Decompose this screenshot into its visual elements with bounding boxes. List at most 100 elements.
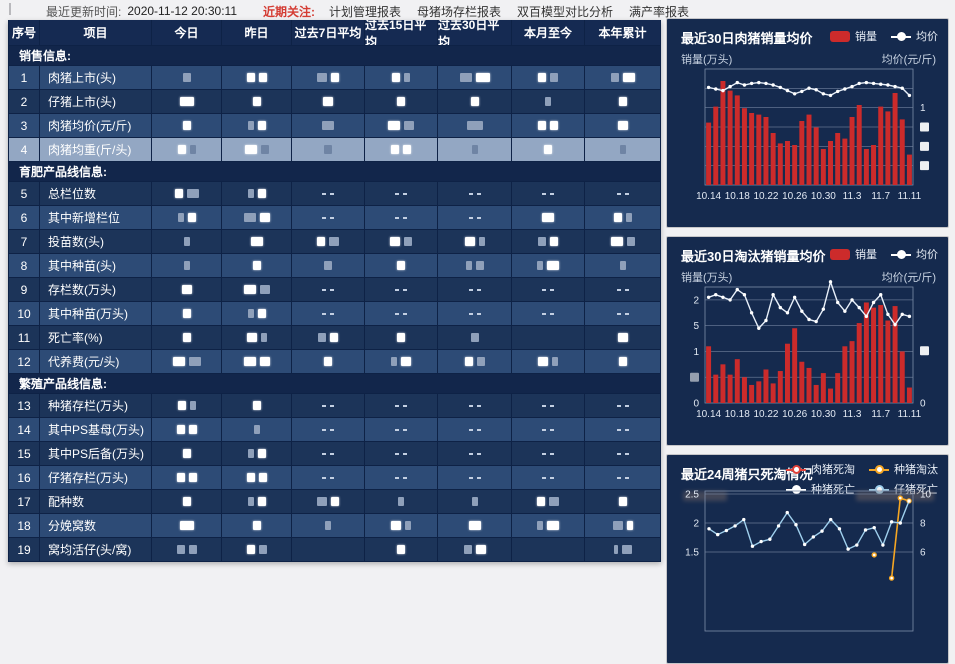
data-cell xyxy=(585,302,661,326)
data-cell xyxy=(222,418,292,442)
legend-item-avg-price[interactable]: 均价 xyxy=(891,246,938,262)
report-link-2[interactable]: 母猪场存栏报表 xyxy=(417,4,502,19)
redacted-value xyxy=(189,401,196,410)
data-cell xyxy=(512,326,585,350)
table-row-9[interactable]: 9 存栏数(万头) xyxy=(8,278,661,302)
table-row-2[interactable]: 2 仔猪上市(头) xyxy=(8,90,661,114)
table-row-7[interactable]: 7 投苗数(头) xyxy=(8,230,661,254)
legend-item-avg-price[interactable]: 均价 xyxy=(891,28,938,44)
table-row-3[interactable]: 3 肉猪均价(元/斤) xyxy=(8,114,661,138)
svg-text:10.26: 10.26 xyxy=(782,191,807,202)
legend-line-dot-icon xyxy=(891,31,911,42)
table-row-16[interactable]: 16 仔猪存栏(万头) xyxy=(8,466,661,490)
chart-legend: 销量 均价 xyxy=(830,246,938,262)
report-link-3[interactable]: 双百模型对比分析 xyxy=(517,4,614,19)
data-cell xyxy=(438,466,512,490)
redacted-value xyxy=(475,261,484,270)
legend-item-2[interactable]: 种猪死亡 xyxy=(786,481,855,497)
data-cell xyxy=(512,182,585,206)
table-row-12[interactable]: 12 代养费(元/头) xyxy=(8,350,661,374)
redacted-value xyxy=(182,333,191,342)
redacted-dash xyxy=(542,312,546,315)
redacted-dash xyxy=(322,312,326,315)
column-header-9: 本年累计 xyxy=(585,20,661,46)
redacted-dash xyxy=(550,476,554,479)
row-item-label: 其中种苗(头) xyxy=(40,254,152,278)
data-cell xyxy=(438,182,512,206)
redacted-dash xyxy=(616,428,621,431)
table-row-5[interactable]: 5 总栏位数 xyxy=(8,182,661,206)
data-cell xyxy=(438,66,512,90)
redacted-value xyxy=(391,357,397,366)
svg-text:1: 1 xyxy=(693,347,699,358)
table-row-18[interactable]: 18 分娩窝数 xyxy=(8,514,661,538)
redacted-value xyxy=(188,357,201,366)
redacted-dash xyxy=(550,192,554,195)
redacted-value xyxy=(466,121,483,130)
redacted-value xyxy=(612,521,623,530)
data-cell xyxy=(292,114,365,138)
report-link-1[interactable]: 计划管理报表 xyxy=(329,4,402,19)
section-header-3: 繁殖产品线信息: xyxy=(8,374,661,394)
redacted-dash xyxy=(330,476,334,479)
table-row-4[interactable]: 4 肉猪均重(斤/头) xyxy=(8,138,661,162)
redacted-value xyxy=(471,497,478,506)
report-link-4[interactable]: 满产率报表 xyxy=(629,4,690,19)
data-cell xyxy=(365,230,438,254)
redacted-value xyxy=(542,213,554,222)
table-row-10[interactable]: 10 其中种苗(万头) xyxy=(8,302,661,326)
redacted-value xyxy=(258,473,267,482)
data-cell xyxy=(512,466,585,490)
legend-item-1[interactable]: 肉猪死淘 xyxy=(786,461,855,477)
redacted-value xyxy=(188,425,197,434)
table-row-6[interactable]: 6 其中新增栏位 xyxy=(8,206,661,230)
table-row-17[interactable]: 17 配种数 xyxy=(8,490,661,514)
redacted-dash xyxy=(476,428,481,431)
redacted-value xyxy=(465,261,472,270)
table-row-19[interactable]: 19 窝均活仔(头/窝) xyxy=(8,538,661,562)
row-item-label: 其中PS后备(万头) xyxy=(40,442,152,466)
data-cell xyxy=(585,442,661,466)
data-cell xyxy=(585,138,661,162)
redacted-dash xyxy=(550,428,554,431)
redacted-value xyxy=(246,473,255,482)
legend-bar-swatch-icon xyxy=(830,30,850,42)
redacted-dash xyxy=(330,312,334,315)
redacted-value xyxy=(189,145,196,154)
legend-item-sales[interactable]: 销量 xyxy=(830,28,877,44)
data-cell xyxy=(292,418,365,442)
svg-text:10.30: 10.30 xyxy=(811,191,836,202)
svg-text:10.18: 10.18 xyxy=(725,409,750,420)
kpi-table: 序号 项目 今日 昨日 过去7日平均 过去15日平均 过去30日平均 本月至今 本年累计 销售信息… xyxy=(8,20,661,562)
table-row-1[interactable]: 1 肉猪上市(头) xyxy=(8,66,661,90)
redacted-value xyxy=(544,145,552,154)
redacted-value xyxy=(613,545,618,554)
redacted-value xyxy=(547,261,559,270)
column-header-4: 昨日 xyxy=(222,20,292,46)
data-cell xyxy=(438,90,512,114)
redacted-value xyxy=(391,145,399,154)
redacted-value xyxy=(257,189,266,198)
redacted-value xyxy=(247,189,254,198)
legend-line-dot-icon xyxy=(869,484,889,495)
bar-line-chart: 10.14 10.18 10.22 10.26 10.30 11.3 11.7 11.11 2 5… xyxy=(690,279,929,420)
data-cell xyxy=(438,326,512,350)
table-row-11[interactable]: 11 死亡率(%) xyxy=(8,326,661,350)
table-row-8[interactable]: 8 其中种苗(头) xyxy=(8,254,661,278)
redacted-dash xyxy=(550,452,554,455)
table-row-14[interactable]: 14 其中PS基母(万头) xyxy=(8,418,661,442)
table-row-15[interactable]: 15 其中PS后备(万头) xyxy=(8,442,661,466)
table-row-13[interactable]: 13 种猪存栏(万头) xyxy=(8,394,661,418)
data-cell xyxy=(365,254,438,278)
data-cell xyxy=(438,230,512,254)
redacted-value xyxy=(538,73,546,82)
legend-item-4[interactable]: 仔猪死亡 xyxy=(869,481,938,497)
redacted-value xyxy=(257,449,266,458)
row-index: 17 xyxy=(8,490,40,514)
data-cell xyxy=(222,114,292,138)
legend-item-sales[interactable]: 销量 xyxy=(830,246,877,262)
redacted-value xyxy=(470,97,479,106)
data-cell xyxy=(365,350,438,374)
row-index: 2 xyxy=(8,90,40,114)
legend-item-3[interactable]: 种猪淘汰 xyxy=(869,461,938,477)
